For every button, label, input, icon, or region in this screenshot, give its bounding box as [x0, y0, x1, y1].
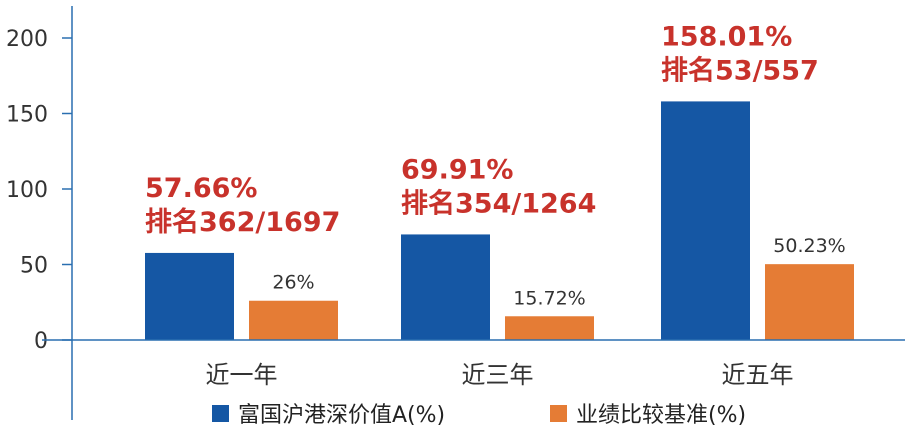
- fund-value-label: 57.66%: [145, 173, 257, 204]
- legend-swatch-fund: [212, 405, 229, 422]
- legend-swatch-benchmark: [550, 405, 567, 422]
- benchmark-value-label: 26%: [272, 272, 314, 294]
- legend-label-fund: 富国沪港深价值A(%): [238, 403, 445, 428]
- bar-fund: [401, 234, 490, 340]
- y-tick-label: 200: [6, 27, 48, 52]
- data-labels: 57.66%排名362/1697 26% 69.91%排名354/1264 15.72…: [145, 21, 846, 309]
- x-category-label: 近三年: [462, 361, 534, 389]
- y-tick-label: 150: [6, 103, 48, 128]
- fund-value-label: 69.91%: [401, 154, 513, 185]
- legend: 富国沪港深价值A(%) 业绩比较基准(%): [212, 403, 746, 428]
- bar-fund: [661, 101, 750, 340]
- fund-rank-label: 排名354/1264: [401, 187, 596, 219]
- y-tick-label: 100: [6, 178, 48, 203]
- bars: [145, 101, 854, 340]
- benchmark-value-label: 50.23%: [773, 235, 845, 257]
- x-category-label: 近一年: [206, 361, 278, 389]
- y-axis: 0 50 100 150 200: [6, 6, 73, 420]
- x-category-label: 近五年: [722, 361, 794, 389]
- bar-benchmark: [765, 264, 854, 340]
- benchmark-value-label: 15.72%: [513, 287, 585, 309]
- y-tick-label: 50: [20, 254, 48, 279]
- y-tick-label: 0: [34, 329, 48, 354]
- bar-benchmark: [249, 300, 338, 340]
- bar-benchmark: [505, 316, 594, 340]
- legend-label-benchmark: 业绩比较基准(%): [576, 403, 746, 428]
- fund-rank-label: 排名53/557: [661, 54, 819, 86]
- x-axis: 近一年 近三年 近五年: [42, 339, 905, 389]
- fund-rank-label: 排名362/1697: [145, 206, 340, 238]
- fund-value-label: 158.01%: [661, 21, 792, 52]
- bar-fund: [145, 252, 234, 340]
